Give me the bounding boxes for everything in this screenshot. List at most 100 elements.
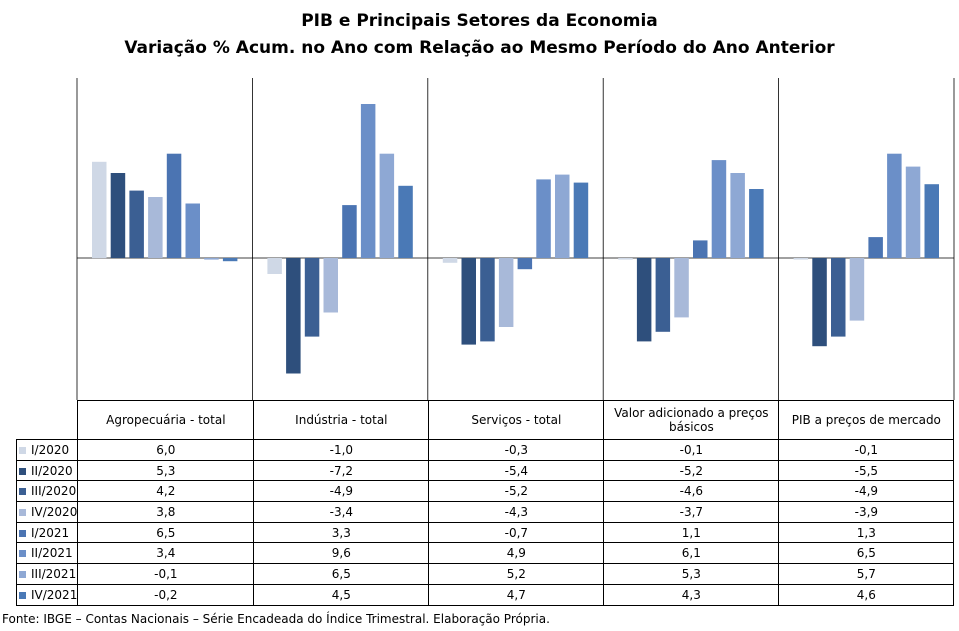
bar (636, 258, 652, 342)
bar (222, 258, 238, 262)
legend-swatch (19, 446, 26, 454)
bar (793, 258, 809, 260)
bar (342, 205, 357, 258)
legend-swatch (19, 508, 26, 516)
data-label: 4,3 (603, 583, 780, 606)
data-label: -3,9 (778, 501, 955, 523)
category-label: Valor adicionado a preços básicos (603, 400, 780, 440)
data-label: 4,2 (77, 480, 255, 503)
table-row: I/2020 6,0 -1,0 -0,3 -0,1 -0,1 (15, 439, 955, 461)
bar (498, 258, 514, 327)
bar (749, 189, 764, 258)
series-name: IV/2020 (31, 504, 78, 519)
data-label: 5,7 (778, 563, 955, 585)
legend-swatch (19, 467, 26, 475)
bar-chart (76, 78, 955, 400)
data-label: -0,1 (77, 563, 255, 585)
bar (573, 182, 589, 258)
data-label: -7,2 (253, 459, 430, 482)
series-name: III/2020 (31, 484, 77, 499)
bar (286, 258, 301, 374)
data-label: -5,2 (428, 480, 605, 503)
data-label: -0,1 (778, 439, 955, 461)
data-label: -5,5 (778, 459, 955, 482)
bar (480, 258, 495, 342)
bar (655, 258, 671, 332)
data-label: 6,5 (253, 563, 430, 585)
data-label: -4,3 (428, 501, 605, 523)
legend-entry: IV/2021 (15, 583, 79, 606)
legend-entry: IV/2020 (15, 501, 79, 523)
bar (166, 153, 182, 258)
table-row: I/2021 6,5 3,3 -0,7 1,1 1,3 (15, 521, 955, 544)
table-row: IV/2021 -0,2 4,5 4,7 4,3 4,6 (15, 583, 955, 606)
bar (812, 258, 827, 347)
bar (148, 197, 163, 258)
chart-subtitle: Variação % Acum. no Ano com Relação ao M… (124, 38, 835, 58)
data-label: 3,4 (77, 542, 255, 565)
bar (924, 184, 939, 258)
data-label: 4,9 (428, 542, 605, 565)
bar (267, 258, 282, 274)
data-label: -4,6 (603, 480, 780, 503)
bar (398, 185, 413, 258)
data-label: 6,0 (77, 439, 255, 461)
table-row: III/2020 4,2 -4,9 -5,2 -4,6 -4,9 (15, 480, 955, 503)
bar (304, 258, 320, 337)
data-label: 5,3 (77, 459, 255, 482)
series-name: I/2021 (31, 525, 70, 540)
legend-swatch (19, 529, 26, 537)
bar (730, 173, 745, 258)
legend-entry: I/2020 (15, 439, 79, 461)
legend-entry: I/2021 (15, 521, 79, 544)
bar (360, 104, 376, 258)
table-corner (16, 400, 79, 440)
bar (204, 258, 219, 260)
data-label: -0,7 (428, 521, 605, 544)
bar (92, 161, 107, 259)
legend-swatch (19, 570, 26, 578)
chart-title: PIB e Principais Setores da Economia (301, 11, 658, 31)
data-label: 1,3 (778, 521, 955, 544)
data-table: Agropecuária - total Indústria - total Ser… (15, 400, 955, 606)
bar (831, 258, 846, 337)
series-name: III/2021 (31, 566, 77, 581)
series-name: II/2021 (31, 546, 73, 561)
bar (887, 153, 902, 258)
series-name: IV/2021 (31, 587, 78, 602)
data-label: 5,3 (603, 563, 780, 585)
bar (536, 179, 551, 258)
category-label: Serviços - total (428, 400, 605, 440)
data-label: -4,9 (778, 480, 955, 503)
bar (693, 240, 708, 258)
bar (323, 258, 338, 313)
data-label: 3,3 (253, 521, 430, 544)
table-row: II/2021 3,4 9,6 4,9 6,1 6,5 (15, 542, 955, 565)
bar (555, 174, 570, 258)
data-label: 1,1 (603, 521, 780, 544)
data-label: 9,6 (253, 542, 430, 565)
table-row: IV/2020 3,8 -3,4 -4,3 -3,7 -3,9 (15, 501, 955, 523)
data-label: 4,5 (253, 583, 430, 606)
category-label: Agropecuária - total (77, 400, 255, 440)
legend-swatch (19, 488, 26, 496)
category-label: PIB a preços de mercado (778, 400, 955, 440)
data-label: -4,9 (253, 480, 430, 503)
data-label: 6,5 (77, 521, 255, 544)
data-label: 4,7 (428, 583, 605, 606)
table-row: II/2020 5,3 -7,2 -5,4 -5,2 -5,5 (15, 459, 955, 482)
series-name: I/2020 (31, 442, 70, 457)
series-name: II/2020 (31, 463, 73, 478)
bar (379, 153, 395, 258)
data-label: -3,4 (253, 501, 430, 523)
legend-entry: II/2020 (15, 459, 79, 482)
category-label: Indústria - total (253, 400, 430, 440)
data-label: -3,7 (603, 501, 780, 523)
data-label: 6,1 (603, 542, 780, 565)
data-label: -0,3 (428, 439, 605, 461)
bar (517, 258, 533, 270)
data-label: 5,2 (428, 563, 605, 585)
bar (905, 166, 921, 258)
data-label: -5,4 (428, 459, 605, 482)
data-label: -0,1 (603, 439, 780, 461)
